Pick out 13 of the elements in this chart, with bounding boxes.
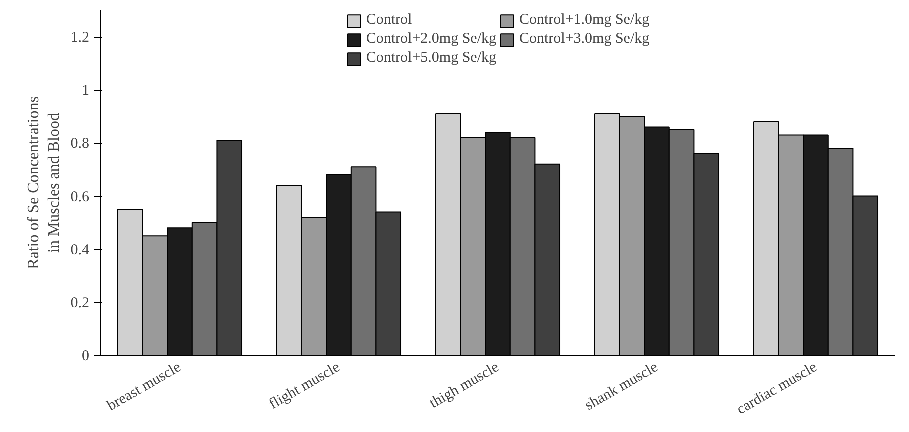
legend-label: Control [366,12,412,29]
y-axis-title: Ratio of Se Concentrations in Muscles and Blood [25,96,63,270]
y-tick-label: 1 [82,83,90,100]
y-tick-label: 0.2 [70,295,90,312]
y-tick-label: 0.6 [70,189,90,206]
y-tick-label: 0.8 [70,136,90,152]
legend-label: Control+5.0mg Se/kg [366,50,496,67]
legend-label: Control+1.0mg Se/kg [520,12,650,29]
y-tick-label: 0.4 [70,242,90,258]
y-tick-label: 1.2 [70,30,90,46]
legend-label: Control+3.0mg Se/kg [520,31,650,48]
legend-label: Control+2.0mg Se/kg [366,31,496,48]
y-tick-label: 0 [82,348,90,364]
